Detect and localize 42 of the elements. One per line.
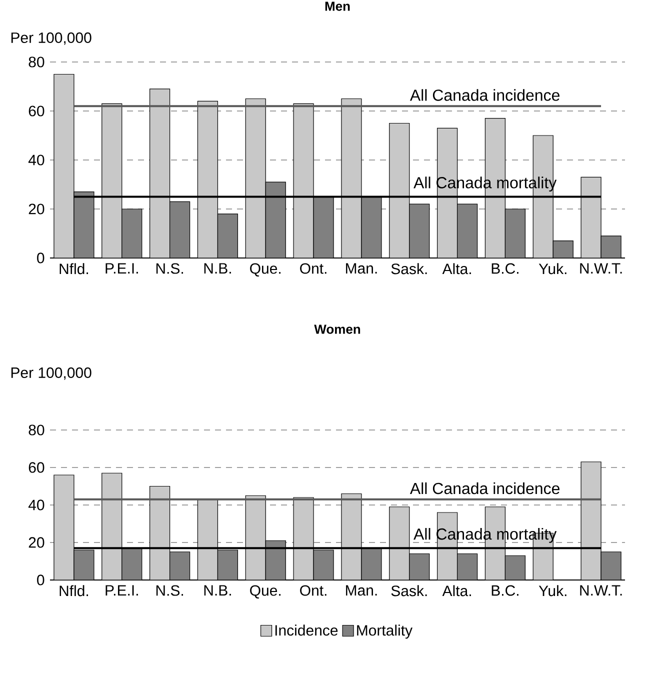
chart-title: Women bbox=[314, 324, 360, 334]
x-tick-label: N.W.T. bbox=[580, 585, 622, 596]
x-tick-label: Ont. bbox=[300, 585, 326, 596]
x-tick-label: Sask. bbox=[391, 585, 427, 596]
x-tick-label: Que. bbox=[250, 263, 281, 276]
y-axis-title: Per 100,000 bbox=[11, 32, 92, 45]
x-tick-label: N.S. bbox=[156, 263, 184, 274]
x-tick-label: Nfld. bbox=[60, 585, 88, 596]
x-tick-label: Nfld. bbox=[60, 263, 88, 274]
y-tick-label: 0 bbox=[37, 574, 44, 586]
x-tick-label: P.E.I. bbox=[106, 263, 138, 274]
x-tick-label: N.W.T. bbox=[580, 263, 622, 274]
x-tick-label: Yuk. bbox=[538, 263, 566, 274]
x-tick-label: Man. bbox=[346, 263, 377, 274]
y-tick-label: 80 bbox=[28, 56, 44, 68]
legend-label: Incidence bbox=[275, 624, 338, 636]
y-axis-title: Per 100,000 bbox=[11, 367, 92, 380]
ref-line-label: All Canada incidence bbox=[410, 482, 560, 494]
x-tick-label: Man. bbox=[346, 585, 377, 596]
y-tick-label: 60 bbox=[28, 462, 44, 473]
legend-label: Mortality bbox=[357, 624, 412, 639]
x-tick-label: B.C. bbox=[492, 263, 518, 274]
y-tick-label: 40 bbox=[28, 154, 44, 166]
y-tick-label: 20 bbox=[28, 204, 44, 214]
y-tick-label: 0 bbox=[37, 252, 44, 264]
x-tick-label: N.S. bbox=[156, 585, 184, 596]
x-tick-label: N.B. bbox=[204, 585, 231, 596]
x-tick-label: N.B. bbox=[204, 263, 231, 274]
x-tick-label: Sask. bbox=[391, 263, 427, 274]
y-tick-label: 60 bbox=[28, 106, 44, 116]
ref-line-label: All Canada incidence bbox=[410, 89, 560, 101]
y-tick-label: 20 bbox=[28, 537, 44, 548]
chart-title: Men bbox=[325, 2, 350, 11]
x-tick-label: Alta. bbox=[442, 585, 471, 596]
x-tick-label: P.E.I. bbox=[106, 585, 138, 596]
x-tick-label: Ont. bbox=[300, 263, 326, 274]
x-tick-label: B.C. bbox=[492, 585, 518, 596]
x-tick-label: Yuk. bbox=[538, 585, 566, 596]
y-tick-label: 40 bbox=[28, 500, 44, 510]
x-tick-label: Alta. bbox=[442, 263, 471, 274]
x-tick-label: Que. bbox=[250, 585, 281, 598]
y-tick-label: 80 bbox=[28, 424, 44, 436]
